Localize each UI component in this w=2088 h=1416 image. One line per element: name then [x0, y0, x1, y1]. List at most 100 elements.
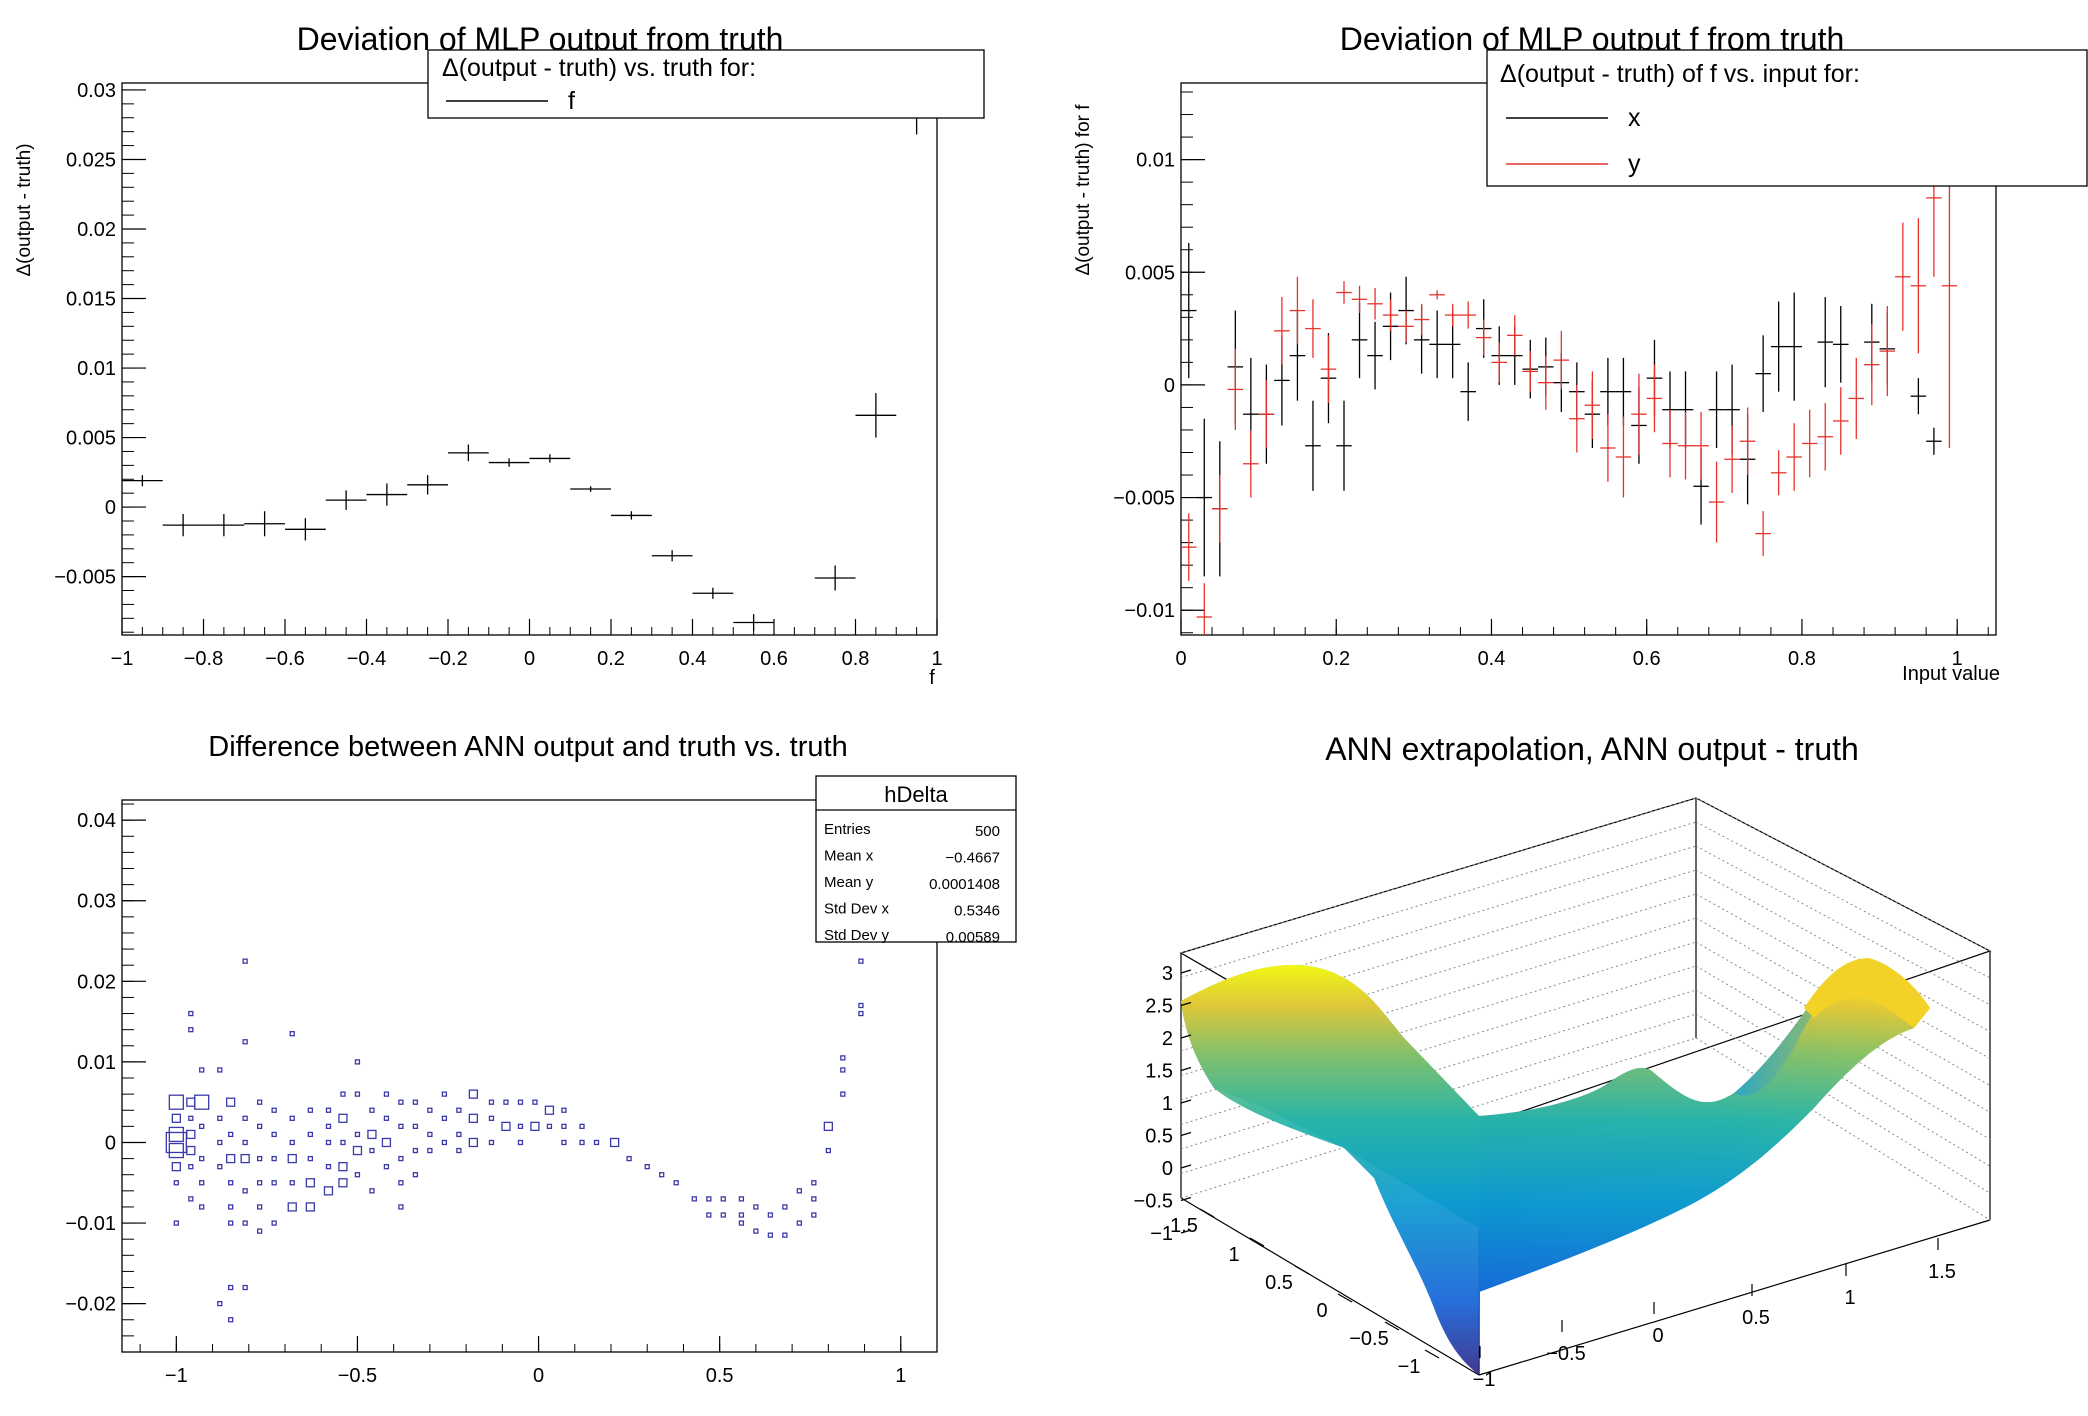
data-point-y: [1895, 222, 1911, 331]
data-point-y: [1662, 409, 1678, 478]
data-point-f: [855, 393, 897, 438]
stats-value: 0.0001408: [929, 876, 1000, 893]
x3d-tick-label: −0.5: [1546, 1343, 1585, 1365]
box-bin: [811, 1212, 817, 1218]
data-point-y: [1227, 348, 1244, 430]
box-bin: [188, 1115, 194, 1121]
chart1-legend-entry-f: f: [568, 87, 575, 115]
chart2-xlabel: Input value: [1902, 663, 2000, 685]
gridline: [1695, 797, 1991, 952]
z-tick-label: 0: [1162, 1158, 1173, 1180]
data-point-x: [1770, 301, 1787, 392]
x3d-tick-label: 0: [1652, 1325, 1663, 1347]
box-bin: [840, 1055, 846, 1061]
z-tick: [1180, 969, 1192, 974]
box-bin: [427, 1107, 433, 1113]
y-tick-label: 0.01: [1136, 150, 1175, 172]
gridline: [1695, 821, 1991, 979]
z-tick-label: 1: [1162, 1093, 1173, 1115]
chart2-legend: Δ(output - truth) of f vs. input for: x …: [1486, 49, 2088, 187]
data-point-f: [651, 550, 693, 562]
box-bin: [488, 1115, 495, 1121]
data-point-y: [1196, 583, 1213, 635]
data-point-y: [1879, 306, 1896, 397]
x-tick-label: 0.8: [842, 648, 870, 670]
y-tick-label: 0.02: [77, 971, 116, 993]
chart3-boxes: [165, 958, 864, 1323]
box-bin: [186, 1129, 196, 1140]
z-tick: [1180, 1229, 1192, 1234]
box-bin: [579, 1123, 585, 1130]
box-bin: [706, 1212, 712, 1218]
box-bin: [168, 1126, 184, 1143]
box-bin: [354, 1172, 361, 1178]
y3d-tick: [1384, 1321, 1400, 1331]
y-tick-label: 0.03: [77, 80, 116, 102]
z-tick-label: 3: [1162, 963, 1173, 985]
data-point-y: [1677, 411, 1694, 480]
box-bin: [468, 1089, 479, 1099]
stats-value: 0.5346: [954, 903, 1000, 920]
data-point-y: [1289, 276, 1306, 345]
stats-title: hDelta: [884, 782, 948, 807]
box-bin: [354, 1091, 361, 1097]
stats-value: −0.4667: [945, 850, 1000, 867]
y3d-tick-label: 1: [1228, 1244, 1239, 1266]
box-bin: [287, 1202, 297, 1212]
box-bin: [188, 1196, 194, 1202]
data-point-x: [1305, 400, 1321, 491]
box-bin: [173, 1220, 179, 1226]
gridline: [1695, 941, 1991, 1113]
x-tick-label: 0.4: [679, 648, 707, 670]
data-point-y: [1615, 416, 1632, 498]
data-point-f: [814, 565, 856, 591]
data-point-y: [1305, 299, 1321, 358]
y3d-tick-label: 1.5: [1170, 1215, 1198, 1237]
box-bin: [825, 1147, 831, 1154]
data-point-x: [1429, 310, 1445, 379]
box-bin: [858, 958, 864, 964]
data-point-x: [1615, 357, 1632, 426]
data-point-f: [733, 614, 774, 631]
box-bin: [517, 1139, 524, 1146]
y-tick-label: 0.04: [77, 810, 116, 832]
x-tick-label: 0: [1175, 648, 1186, 670]
data-point-x: [1367, 321, 1383, 390]
data-point-f: [611, 511, 652, 520]
box-bin: [271, 1155, 277, 1162]
stats-label: Mean x: [824, 848, 874, 865]
y-tick-label: −0.01: [1124, 600, 1175, 622]
x-tick-label: 0.6: [1633, 648, 1661, 670]
gridline: [1695, 989, 1991, 1167]
chart2-legend-entry-y: y: [1628, 150, 1641, 178]
x3d-tick-label: 1.5: [1928, 1261, 1956, 1283]
chart1-x-axis: −1 −0.8 −0.6 −0.4 −0.2 0 0.2 0.4 0.6 0.8 1: [111, 619, 943, 670]
box-bin: [720, 1212, 726, 1218]
y-tick-label: −0.02: [65, 1294, 116, 1316]
y-tick-label: 0.025: [66, 149, 116, 171]
x-tick-label: −1: [111, 648, 134, 670]
box-bin: [340, 1091, 346, 1097]
data-point-y: [1553, 330, 1570, 390]
y-tick-label: 0.02: [77, 219, 116, 241]
box-bin: [173, 1180, 179, 1186]
box-bin: [367, 1129, 377, 1140]
data-point-y: [1522, 351, 1539, 392]
box-bin: [782, 1232, 788, 1238]
chart1-legend-header: Δ(output - truth) vs. truth for:: [442, 54, 756, 82]
chart3-y-axis: −0.02 −0.01 0 0.01 0.02 0.03 0.04: [65, 803, 146, 1353]
data-point-y: [1413, 303, 1430, 336]
chart3-frame: [121, 799, 938, 1353]
box-bin: [217, 1164, 223, 1170]
data-point-y: [1801, 409, 1818, 478]
box-bin: [427, 1131, 433, 1138]
box-bin: [530, 1121, 540, 1132]
box-bin: [325, 1164, 332, 1170]
box-bin: [228, 1220, 234, 1226]
box-bin: [753, 1204, 759, 1210]
chart-ann-extrapolation-surface: ANN extrapolation, ANN output - truth 3 2…: [1134, 731, 1992, 1391]
box-bin: [673, 1180, 679, 1186]
y-tick-label: −0.01: [65, 1213, 116, 1235]
gridline: [1695, 893, 1991, 1060]
y3d-tick-label: −1: [1398, 1356, 1421, 1378]
